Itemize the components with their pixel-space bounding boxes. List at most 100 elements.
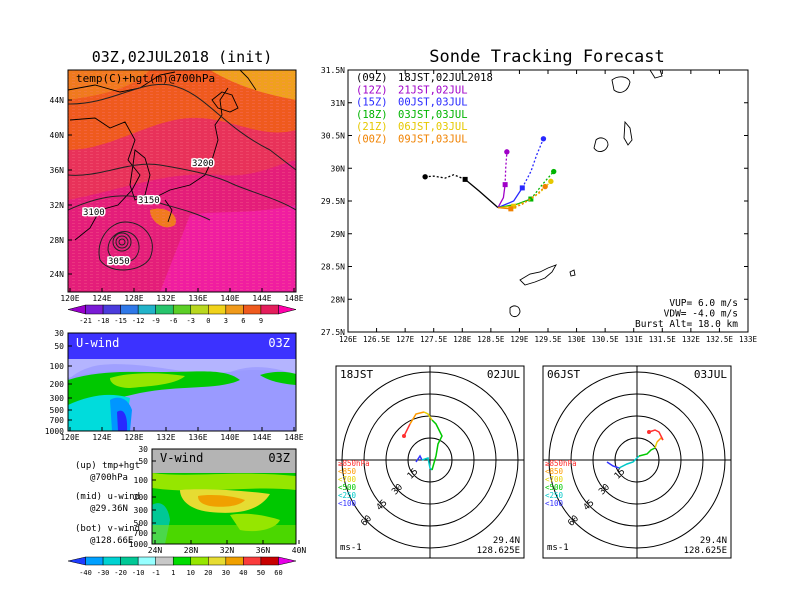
track-lat-ticks: 31.5N 31N 30.5N 30N 29.5N 29N 28.5N 28N 27.5N: [321, 66, 748, 337]
param-line: VDW= -4.0 m/s: [664, 309, 738, 320]
u-lon-label: 140E: [220, 433, 239, 442]
map-lat-label: 32N: [50, 201, 65, 210]
hodo-date: 02JUL: [487, 368, 520, 381]
v-pressure-label: 300: [134, 506, 149, 515]
temp-colorbar-label: -18: [97, 317, 110, 325]
v-pressure-label: 50: [138, 457, 148, 466]
wind-colorbar-label: 1: [171, 569, 175, 577]
hodo-lon: 128.625E: [477, 546, 520, 556]
track-lon-label: 129E: [510, 335, 529, 344]
temp-colorbar-label: 6: [241, 317, 245, 325]
track-lon-label: 131E: [625, 335, 644, 344]
track-descent-12Z: [504, 151, 508, 185]
hodo-segment: [648, 429, 664, 441]
map-frame: [67, 69, 297, 293]
note-sub: @128.66E: [90, 536, 133, 546]
track-lat-label: 27.5N: [321, 328, 345, 337]
legend-code: (21Z): [356, 121, 388, 133]
v-wind-lat-ticks: 24N 28N 32N 36N 40N: [148, 540, 307, 555]
track-lon-label: 128E: [453, 335, 472, 344]
u-wind-section: [68, 333, 296, 431]
map-lat-label: 28N: [50, 236, 65, 245]
track-legend: (09Z) 18JST,02JUL2018 (12Z) 21JST,02JUL (15Z…: [356, 72, 493, 146]
track-lon-label: 130.5E: [592, 335, 620, 344]
hodo-segment: [606, 461, 620, 469]
u-pressure-label: 200: [50, 380, 65, 389]
map-lon-label: 136E: [188, 294, 207, 303]
hodo-legend-item: <850: [338, 467, 357, 476]
wind-colorbar-cell: [155, 556, 174, 566]
wind-colorbar-label: 40: [239, 569, 247, 577]
landing-marker-09Z: [422, 174, 428, 180]
track-lon-ticks: 126E 126.5E 127E 127.5E 128E 128.5E 129E 129.5E…: [339, 70, 758, 344]
wind-colorbar-label: -40: [79, 569, 92, 577]
hodo-legend-item: <700: [545, 475, 564, 484]
u-pressure-label: 1000: [45, 427, 64, 436]
track-lat-label: 28N: [331, 295, 346, 304]
panel-notes: (up) tmp+hgt @700hPa (mid) u-wind @29.36N (b…: [75, 461, 140, 546]
param-line: Burst Alt= 18.0 km: [635, 319, 738, 330]
v-lat-label: 40N: [292, 546, 307, 555]
note-sub: @700hPa: [90, 473, 128, 483]
track-frame: [347, 69, 749, 333]
wind-colorbar-label: -30: [97, 569, 110, 577]
track-lon-label: 126.5E: [363, 335, 391, 344]
hodo-segment: [618, 455, 640, 469]
v-lat-label: 28N: [184, 546, 199, 555]
hodo-segment: [423, 411, 433, 421]
v-pressure-label: 700: [134, 529, 149, 538]
temp-colorbar-cell: [172, 304, 192, 315]
temp-colorbar-cell: [120, 304, 139, 315]
wind-colorbar-label: 10: [187, 569, 195, 577]
track-descent-00Z: [510, 186, 546, 210]
temp-colorbar-cell: [137, 304, 156, 315]
track-lat-label: 30N: [331, 164, 346, 173]
track-ascent-09Z: [464, 178, 499, 209]
v-pressure-label: 500: [134, 519, 149, 528]
wind-colorbar-cell: [243, 556, 262, 566]
track-lat-label: 30.5N: [321, 132, 345, 141]
legend-time: 18JST,02JUL2018: [398, 72, 493, 84]
track-descent-15Z: [521, 138, 545, 189]
wind-colorbar-cell: [137, 556, 156, 566]
map-lon-label: 124E: [92, 294, 111, 303]
hodo-segment: [638, 447, 656, 457]
u-lon-label: 120E: [60, 433, 79, 442]
hodo-legend-item: <100: [545, 499, 564, 508]
legend-code: (18Z): [356, 109, 388, 121]
temp-colorbar-cell: [225, 304, 244, 315]
track-lon-label: 132.5E: [706, 335, 734, 344]
v-pressure-label: 1000: [129, 540, 148, 549]
track-lat-label: 31N: [331, 99, 346, 108]
map-field-label: temp(C)+hgt(m)@700hPa: [76, 72, 215, 85]
u-wind-frame: [67, 332, 297, 432]
map-lon-label: 132E: [156, 294, 175, 303]
v-pressure-label: 30: [138, 445, 148, 454]
landing-marker-21Z: [548, 178, 554, 185]
temp-colorbar-cell: [190, 304, 209, 315]
burst-marker-12Z: [502, 182, 508, 188]
temp-colorbar-label: 0: [206, 317, 210, 325]
u-lon-label: 132E: [156, 433, 175, 442]
track-lon-label: 128.5E: [477, 335, 505, 344]
track-lat-label: 31.5N: [321, 66, 345, 75]
burst-marker-15Z: [519, 185, 525, 191]
temp-colorbar-cell: [278, 304, 297, 315]
hodo-unit: ms-1: [340, 543, 362, 553]
hodo-lon: 128.625E: [684, 546, 727, 556]
u-lon-label: 124E: [92, 433, 111, 442]
legend-time: 09JST,03JUL: [398, 134, 468, 146]
hodo-segment: [409, 411, 425, 425]
wind-colorbar-cell: [278, 556, 297, 566]
u-pressure-label: 300: [50, 394, 65, 403]
hodo-legend-item: <500: [338, 483, 357, 492]
temp-colorbar-cell: [260, 304, 279, 315]
map-lon-ticks: 120E 124E 128E 132E 136E 140E 144E 148E: [60, 288, 304, 303]
temp-colorbar-label: -6: [169, 317, 177, 325]
contour-label-3150: 3150: [138, 196, 160, 206]
map-lon-label: 128E: [124, 294, 143, 303]
u-lon-label: 148E: [284, 433, 303, 442]
map-lat-label: 36N: [50, 166, 65, 175]
track-lat-label: 29N: [331, 230, 346, 239]
